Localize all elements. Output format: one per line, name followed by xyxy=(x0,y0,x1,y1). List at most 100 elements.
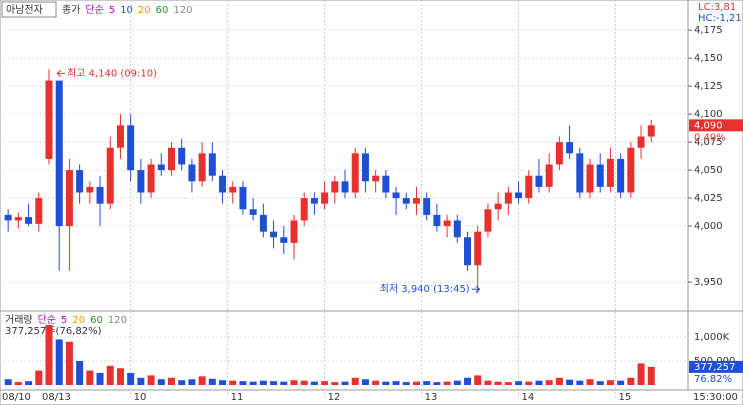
candle-body xyxy=(4,214,12,221)
candle-body xyxy=(484,209,492,232)
candle-body xyxy=(25,217,33,224)
high-note: 최고 4,140 (09:10) xyxy=(67,67,157,79)
volume-bar xyxy=(443,381,451,385)
volume-bar xyxy=(525,381,533,385)
candle-body xyxy=(464,237,472,266)
volume-bar xyxy=(382,381,390,385)
candle-body xyxy=(576,153,584,193)
candle-body xyxy=(321,192,329,204)
volume-bar xyxy=(606,380,614,385)
candle-body xyxy=(596,164,604,187)
x-tick-label: 13 xyxy=(425,392,438,403)
volume-bar xyxy=(249,381,257,385)
high-arrow xyxy=(56,69,65,77)
volume-bar xyxy=(25,381,33,385)
legend-item: 10 xyxy=(120,5,133,16)
volume-bar xyxy=(35,370,43,385)
volume-ratio: 76.82% xyxy=(694,374,732,385)
volume-legend-item: 단순 xyxy=(38,314,56,326)
volume-bar xyxy=(137,377,145,385)
volume-bar xyxy=(76,361,84,385)
stock-name: 아남전자 xyxy=(6,4,43,16)
candle-body xyxy=(270,231,278,238)
candle-body xyxy=(515,192,523,199)
price-box xyxy=(689,119,743,132)
candle-body xyxy=(504,192,512,204)
volume-bar xyxy=(270,381,278,385)
volume-bar xyxy=(86,370,94,385)
volume-bar xyxy=(4,379,12,385)
y-tick-label: 3,950 xyxy=(694,277,723,288)
candle-body xyxy=(229,186,237,193)
candle-body xyxy=(239,186,247,210)
x-tick-label: 11 xyxy=(231,392,244,403)
volume-bar xyxy=(229,380,237,385)
candle-body xyxy=(647,125,655,137)
legend-item: 5 xyxy=(109,5,115,16)
candle-body xyxy=(35,198,43,224)
volume-legend-item: 20 xyxy=(72,315,85,326)
volume-legend: 거래량 단순 5 20 60 120 xyxy=(5,314,127,326)
time-end: 15:30:00 xyxy=(693,392,738,403)
candle-body xyxy=(566,142,574,154)
stock-box xyxy=(1,1,57,18)
volume-bar xyxy=(290,380,298,385)
low-arrow xyxy=(471,285,481,293)
volume-bar xyxy=(167,377,175,385)
candle-body xyxy=(310,198,318,204)
candle-body xyxy=(402,198,410,204)
volume-bar xyxy=(647,366,655,385)
volume-legend-item: 60 xyxy=(90,315,103,326)
hc: HC:-1,21 xyxy=(698,13,742,24)
volume-bar xyxy=(504,382,512,385)
volume-bar xyxy=(535,380,543,385)
volume-bar xyxy=(300,380,308,385)
candle-body xyxy=(535,175,543,187)
volume-bar xyxy=(637,363,645,385)
volume-bar xyxy=(484,380,492,385)
y-tick-label: 4,175 xyxy=(694,25,723,36)
legend-item: 종가 xyxy=(62,4,80,16)
candle-body xyxy=(198,153,206,182)
volume-bar xyxy=(453,380,461,385)
volume-bar xyxy=(55,339,63,385)
volume-bar xyxy=(433,382,441,385)
vol-box xyxy=(689,360,743,373)
x-tick-label: 12 xyxy=(328,392,341,403)
candle-body xyxy=(555,142,563,165)
current-price: 4,090 xyxy=(694,120,723,131)
candle-body xyxy=(392,192,400,199)
volume-bar xyxy=(627,377,635,385)
x-tick-label: 14 xyxy=(522,392,535,403)
y-tick-label: 4,150 xyxy=(694,53,723,64)
volume-bar xyxy=(310,381,318,385)
volume-bar xyxy=(106,365,114,385)
volume-bar xyxy=(127,373,135,385)
volume-legend-item: 거래량 xyxy=(5,314,33,326)
candle-body xyxy=(494,203,502,210)
volume-bar xyxy=(555,377,563,385)
candle-body xyxy=(423,198,431,215)
volume-bar xyxy=(65,341,73,385)
candle-body xyxy=(361,153,369,182)
volume-bar xyxy=(617,380,625,385)
candle-body xyxy=(341,181,349,193)
candle-body xyxy=(259,214,267,232)
date-start2: 08/13 xyxy=(42,392,71,403)
candle-body xyxy=(606,158,614,187)
candle-body xyxy=(453,220,461,238)
candle-body xyxy=(188,164,196,182)
candle-body xyxy=(249,209,257,215)
candle-body xyxy=(76,170,84,193)
volume-bar xyxy=(321,381,329,385)
candle-body xyxy=(157,164,165,171)
candle-body xyxy=(474,231,482,266)
volume-bar xyxy=(423,381,431,385)
y-tick-label: 4,025 xyxy=(694,193,723,204)
volume-bar xyxy=(219,380,227,385)
candle-body xyxy=(86,186,94,193)
candle-body xyxy=(290,220,298,243)
candle-body xyxy=(127,125,135,171)
